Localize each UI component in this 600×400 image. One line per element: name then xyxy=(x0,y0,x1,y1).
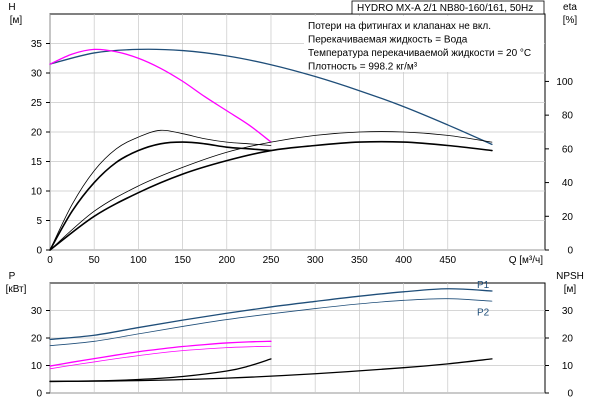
y-left-tick-label: 35 xyxy=(31,39,43,50)
y-right-tick-label: 20 xyxy=(562,334,574,345)
y-right-tick-label: 40 xyxy=(562,178,574,189)
series-line-5 xyxy=(49,131,493,251)
y-left-tick-label: 0 xyxy=(36,389,42,400)
x-tick-label: 200 xyxy=(218,255,235,266)
x-tick-label: 400 xyxy=(395,255,412,266)
y-right-tick-label: 10 xyxy=(562,361,574,372)
head-efficiency-chart: 0 50 100 150 200 250 300 350 400 4500510152025303… xyxy=(8,0,578,266)
y-right-unit: [%] xyxy=(563,15,578,26)
x-tick-label: 300 xyxy=(307,255,324,266)
chart-note: Потери на фитингах и клапанах не вкл. xyxy=(308,20,491,32)
series-line-6 xyxy=(49,140,493,251)
series-label-p2: P2 xyxy=(477,307,490,318)
series-line-1 xyxy=(49,48,493,146)
y-left-tick-label: 10 xyxy=(31,187,43,198)
x-tick-label: 100 xyxy=(130,255,147,266)
y-left-tick-label: 15 xyxy=(31,157,43,168)
y-right-tick-label: 0 xyxy=(567,246,573,257)
x-tick-label: 150 xyxy=(174,255,191,266)
series-line-4 xyxy=(49,345,272,370)
x-tick-label: 350 xyxy=(351,255,368,266)
y-left-tick-label: 25 xyxy=(31,98,43,109)
series-line-6 xyxy=(49,358,493,383)
x-tick-label: 0 xyxy=(47,255,53,266)
y-left-unit: [м] xyxy=(10,15,23,26)
y-right-tick-label: 30 xyxy=(562,306,574,317)
y-left-tick-label: 20 xyxy=(31,128,43,139)
chart-note: Температура перекачиваемой жидкости = 20… xyxy=(308,48,531,59)
y-right-tick-label: 80 xyxy=(562,111,574,122)
chart-note: Плотность = 998.2 кг/м³ xyxy=(308,62,418,73)
y-right-tick-label: 20 xyxy=(562,212,574,223)
y-left-tick-label: 0 xyxy=(36,246,42,257)
y-right-label: eta xyxy=(563,2,577,13)
y-left-tick-label: 5 xyxy=(36,216,42,227)
series-line-2 xyxy=(49,48,272,143)
y-right-tick-label: 100 xyxy=(556,77,573,88)
y-left-tick-label: 30 xyxy=(31,306,43,317)
y-right-tick-label: 0 xyxy=(567,389,573,400)
series-line-3 xyxy=(49,129,272,251)
x-tick-label: 450 xyxy=(439,255,456,266)
series-line-1 xyxy=(49,288,493,341)
x-tick-label: 250 xyxy=(263,255,280,266)
y-left-label: P xyxy=(9,271,16,282)
series-line-3 xyxy=(49,340,272,367)
y-left-unit: [кВт] xyxy=(6,284,27,295)
title-box xyxy=(351,0,545,15)
chart-title: HYDRO MX-A 2/1 NB80-160/161, 50Hz xyxy=(357,3,533,14)
series-line-2 xyxy=(49,298,493,347)
x-tick-label: 50 xyxy=(89,255,101,266)
y-right-unit: [м] xyxy=(564,284,577,295)
power-npsh-chart: 0 10 20 30 0 10 20 30 P [кВт] NPSH [м] P1 P2 xyxy=(6,271,584,400)
y-left-tick-label: 30 xyxy=(31,69,43,80)
y-left-label: H xyxy=(8,2,15,13)
y-right-tick-label: 60 xyxy=(562,144,574,155)
y-left-tick-label: 10 xyxy=(31,361,43,372)
x-axis-label: Q [м³/ч] xyxy=(509,255,544,266)
chart-note: Перекачиваемая жидкость = Вода xyxy=(308,35,468,46)
series-label-p1: P1 xyxy=(477,280,490,291)
series-line-4 xyxy=(49,141,272,251)
y-right-label: NPSH xyxy=(556,271,584,282)
notes-background xyxy=(304,16,544,72)
y-left-tick-label: 20 xyxy=(31,334,43,345)
